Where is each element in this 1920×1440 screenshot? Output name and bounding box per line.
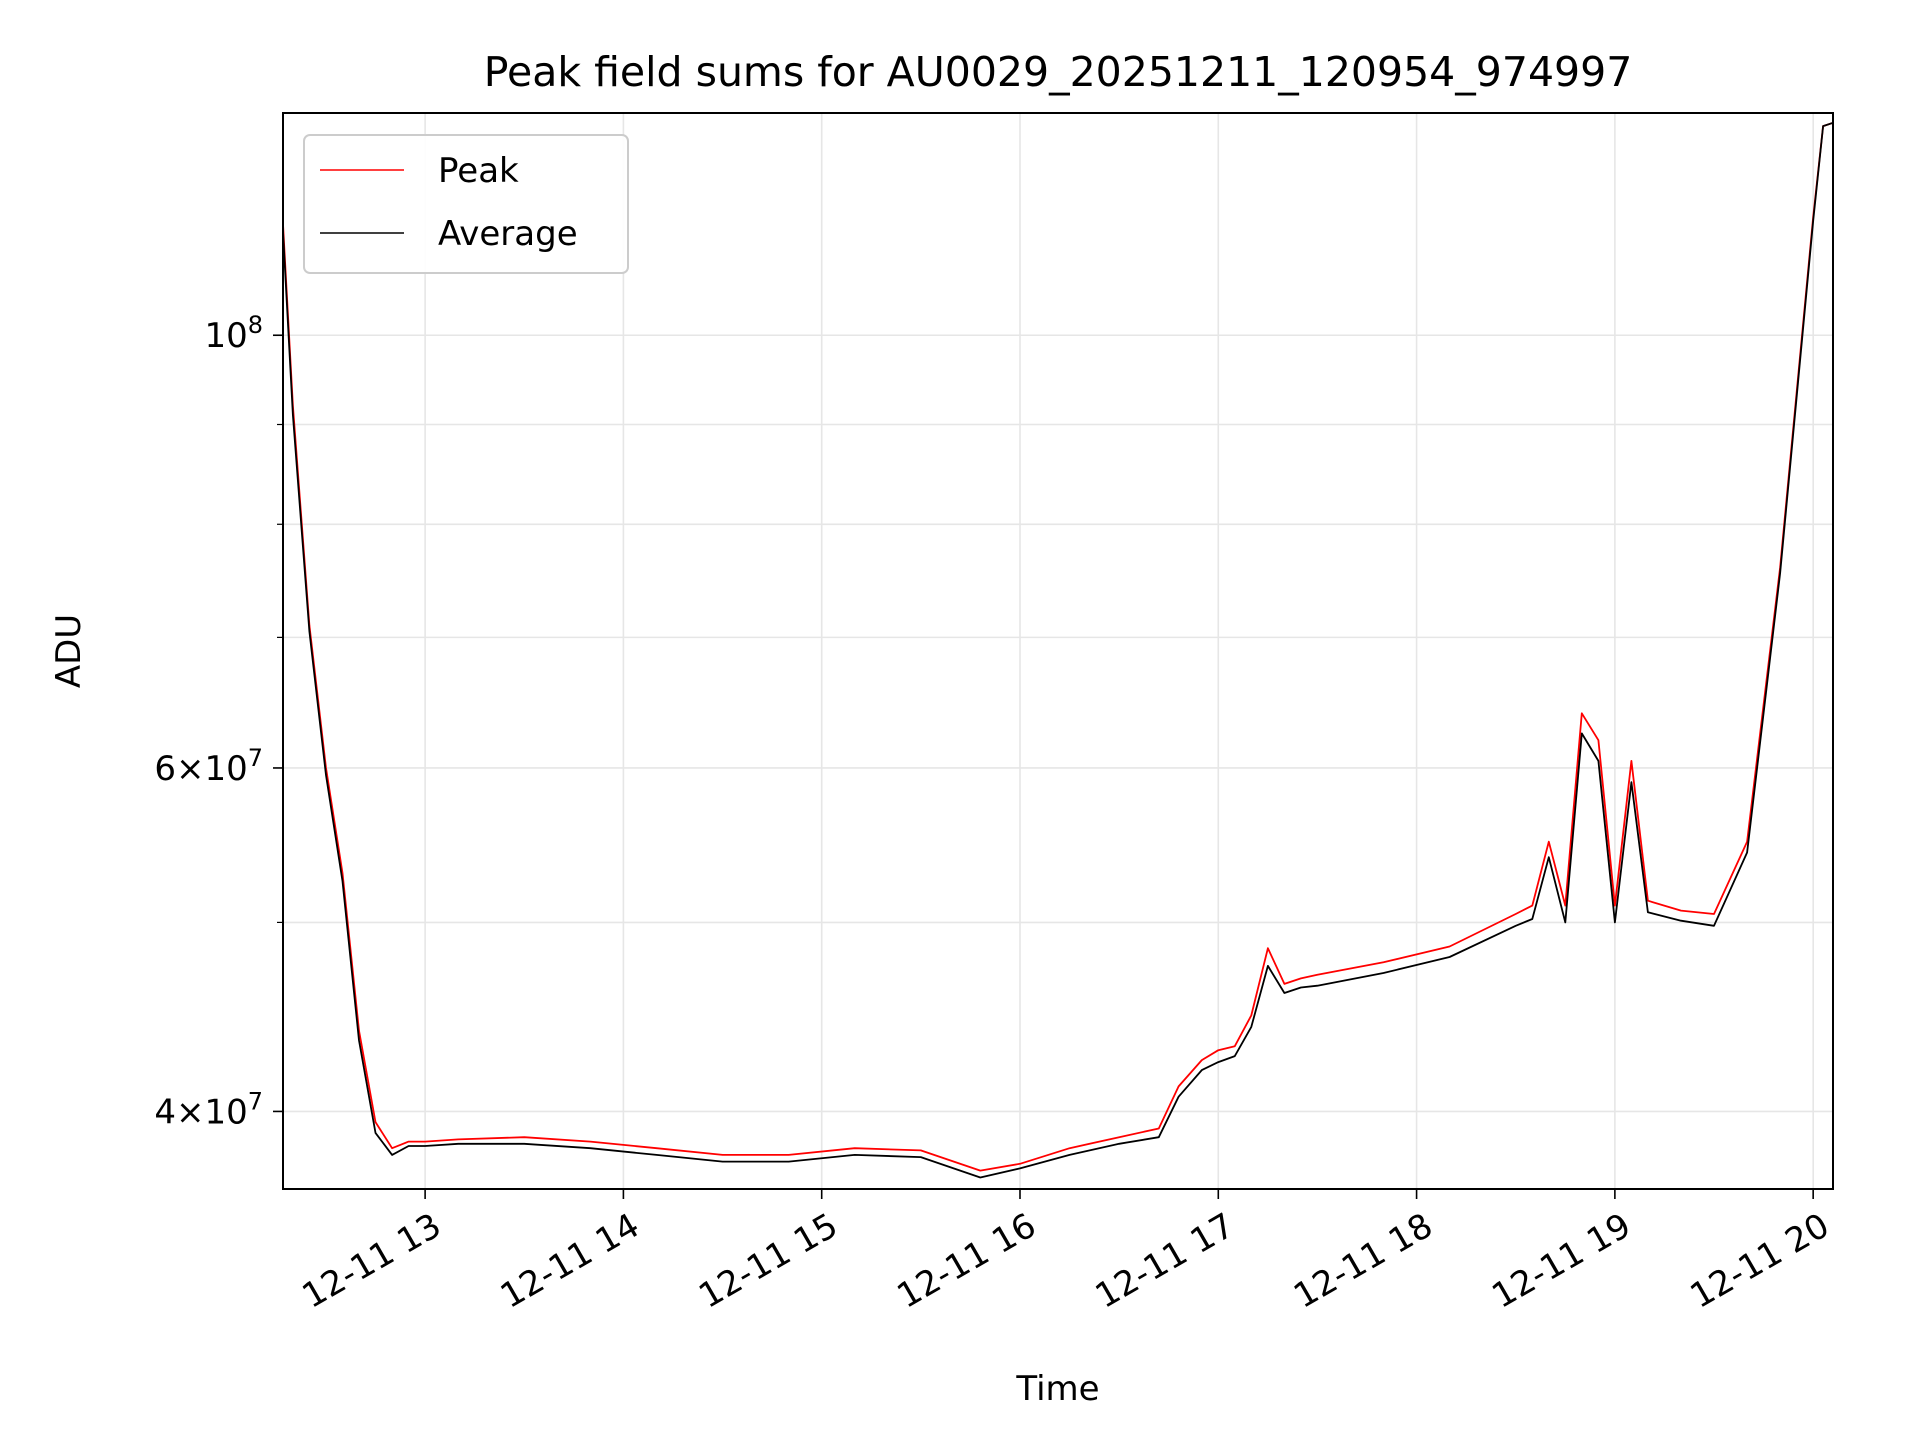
y-tick-times: ×10 bbox=[176, 1092, 248, 1132]
y-tick-exponent: 7 bbox=[248, 744, 263, 772]
legend-label-average: Average bbox=[438, 214, 578, 254]
legend: Peak Average bbox=[303, 134, 629, 274]
y-tick-exponent: 7 bbox=[248, 1087, 263, 1115]
y-axis-label: ADU bbox=[49, 614, 89, 688]
x-axis-label: Time bbox=[1015, 1369, 1099, 1409]
y-tick-base: 10 bbox=[204, 316, 247, 356]
y-tick-label: 6×107 bbox=[154, 744, 263, 789]
series-line-peak bbox=[282, 121, 1834, 1172]
plot-area-frame bbox=[282, 112, 1834, 1190]
y-tick-label: 108 bbox=[204, 311, 263, 356]
chart-title: Peak field sums for AU0029_20251211_1209… bbox=[484, 48, 1633, 96]
y-tick-exponent: 8 bbox=[248, 311, 263, 339]
y-tick-base: 4 bbox=[154, 1092, 176, 1132]
series-line-average bbox=[282, 121, 1834, 1179]
legend-label-peak: Peak bbox=[438, 151, 519, 191]
y-tick-base: 6 bbox=[154, 749, 176, 789]
grid bbox=[283, 113, 1833, 1189]
plot-series bbox=[282, 121, 1834, 1179]
y-tick-label: 4×107 bbox=[154, 1087, 263, 1132]
y-tick-times: ×10 bbox=[176, 749, 248, 789]
